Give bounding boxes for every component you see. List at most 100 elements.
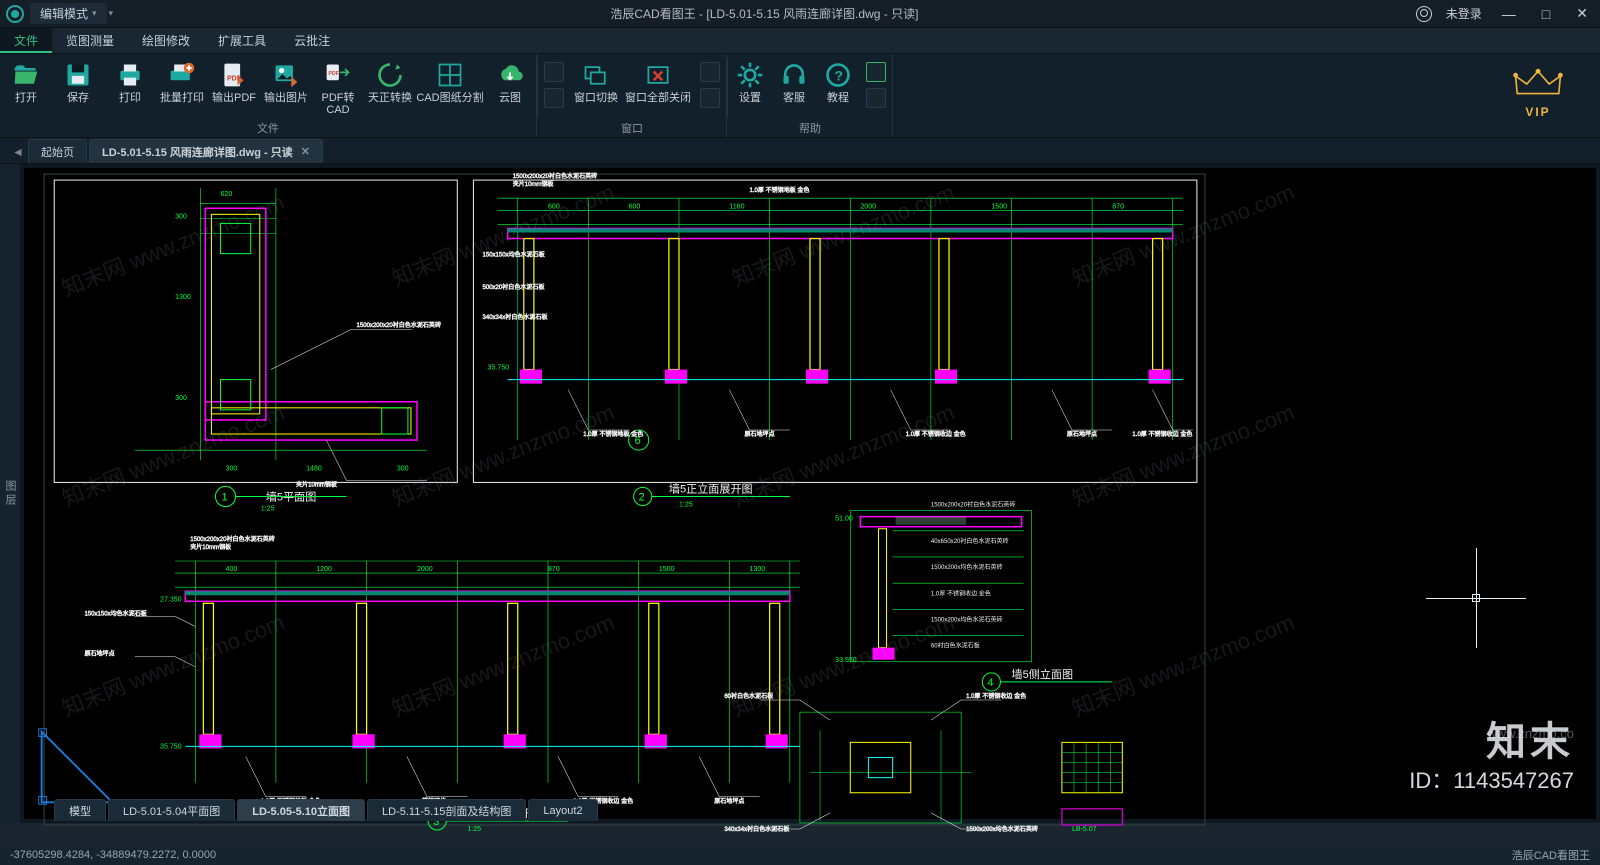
svg-text:1:25: 1:25 — [261, 506, 275, 513]
svg-text:27.350: 27.350 — [160, 596, 182, 603]
login-status[interactable]: 未登录 — [1446, 5, 1482, 22]
layout-tab-2[interactable]: LD-5.05-5.10立面图 — [237, 799, 365, 821]
chevron-down-icon: ▾ — [92, 8, 97, 19]
minimize-button[interactable]: — — [1496, 6, 1522, 22]
titlebar: 编辑模式 ▾ ▾ 浩辰CAD看图王 - [LD-5.01-5.15 风雨连廊详图… — [0, 0, 1600, 28]
svg-text:1.0厚 不锈钢收边 金色: 1.0厚 不锈钢收边 金色 — [906, 430, 966, 438]
print-button[interactable]: 打印 — [104, 56, 156, 119]
layout-tab-1[interactable]: LD-5.01-5.04平面图 — [108, 799, 235, 821]
svg-text:870: 870 — [548, 566, 560, 573]
batch-print-icon — [167, 60, 197, 90]
drawing-canvas[interactable]: 3001300300 3001480300 620 墙5平面图 1 1:25 1… — [24, 168, 1596, 819]
svg-text:1500x200x20衬白色水泥石英砖: 1500x200x20衬白色水泥石英砖 — [190, 535, 274, 543]
split-icon — [435, 60, 465, 90]
save-button[interactable]: 保存 — [52, 56, 104, 119]
svg-text:60衬白色水泥石板: 60衬白色水泥石板 — [931, 642, 980, 650]
app-logo-icon — [6, 5, 24, 23]
tianzheng-convert-button[interactable]: 天正转换 — [364, 56, 416, 119]
qat-chevron-icon[interactable]: ▾ — [109, 8, 114, 19]
settings-button[interactable]: 设置 — [728, 56, 772, 119]
cloud-drawing-button[interactable]: 云图 — [484, 56, 536, 119]
mini-button-4[interactable] — [700, 88, 720, 108]
export-pdf-button[interactable]: PDF 输出PDF — [208, 56, 260, 119]
support-button[interactable]: 客服 — [772, 56, 816, 119]
svg-text:60衬白色水泥石板: 60衬白色水泥石板 — [724, 692, 773, 700]
close-tab-icon[interactable]: ✕ — [301, 145, 310, 158]
mini-button-6[interactable] — [866, 88, 886, 108]
svg-text:400: 400 — [226, 566, 238, 573]
svg-text:4: 4 — [987, 677, 993, 689]
open-button[interactable]: 打开 — [0, 56, 52, 119]
svg-text:1.0厚 不锈钢收边 金色: 1.0厚 不锈钢收边 金色 — [931, 589, 991, 597]
left-sidebar-label: 图层 — [2, 480, 18, 508]
svg-text:40x650x20衬白色水泥石英砖: 40x650x20衬白色水泥石英砖 — [931, 537, 1009, 545]
vip-label: VIP — [1525, 105, 1550, 119]
left-sidebar[interactable]: 图层 — [0, 164, 20, 823]
svg-text:墙5正立面展开图: 墙5正立面展开图 — [669, 481, 753, 495]
svg-text:原石地坪点: 原石地坪点 — [1067, 430, 1097, 438]
brand-sub: www.znzmo.co — [1487, 726, 1574, 741]
close-all-icon — [643, 60, 673, 90]
svg-text:600: 600 — [629, 203, 641, 210]
cloud-icon — [495, 60, 525, 90]
ribbon-group-window: 窗口切换 窗口全部关闭 窗口 — [538, 54, 727, 137]
window-switch-icon — [581, 60, 611, 90]
gear-icon — [735, 60, 765, 90]
mini-button-2[interactable] — [544, 88, 564, 108]
start-page-tab[interactable]: 起始页 — [28, 139, 87, 163]
vip-badge[interactable]: VIP — [1512, 68, 1564, 119]
layout-tabs: 模型 LD-5.01-5.04平面图 LD-5.05-5.10立面图 LD-5.… — [54, 799, 600, 821]
window-switch-button[interactable]: 窗口切换 — [570, 56, 622, 119]
layout-tab-4[interactable]: Layout2 — [528, 799, 597, 821]
svg-text:1.0厚 不锈钢收边 金色: 1.0厚 不锈钢收边 金色 — [966, 692, 1026, 700]
menu-view-measure[interactable]: 览图测量 — [52, 28, 128, 53]
mini-button-3[interactable] — [700, 62, 720, 82]
group-label-help: 帮助 — [728, 119, 892, 137]
svg-text:35.750: 35.750 — [160, 743, 182, 750]
menu-extensions[interactable]: 扩展工具 — [204, 28, 280, 53]
svg-text:300: 300 — [397, 465, 409, 472]
group-label-window: 窗口 — [538, 119, 726, 137]
mini-button-1[interactable] — [544, 62, 564, 82]
close-button[interactable]: ✕ — [1570, 5, 1594, 22]
mode-dropdown[interactable]: 编辑模式 ▾ — [30, 3, 107, 24]
mini-button-5[interactable] — [866, 62, 886, 82]
svg-text:300: 300 — [226, 465, 238, 472]
file-tab[interactable]: LD-5.01-5.15 风雨连廊详图.dwg - 只读✕ — [89, 139, 323, 163]
svg-text:1300: 1300 — [750, 566, 766, 573]
tutorial-button[interactable]: ? 教程 — [816, 56, 860, 119]
window-title: 浩辰CAD看图王 - [LD-5.01-5.15 风雨连廊详图.dwg - 只读… — [113, 5, 1416, 22]
split-drawing-button[interactable]: CAD图纸分割 — [416, 56, 484, 119]
close-all-button[interactable]: 窗口全部关闭 — [622, 56, 694, 119]
image-export-icon — [271, 60, 301, 90]
status-right: 浩辰CAD看图王 — [1512, 847, 1590, 863]
layout-tab-model[interactable]: 模型 — [54, 799, 106, 821]
svg-text:1500: 1500 — [991, 203, 1007, 210]
export-image-button[interactable]: 输出图片 — [260, 56, 312, 119]
user-icon[interactable] — [1416, 6, 1432, 22]
pdf-export-icon: PDF — [219, 60, 249, 90]
save-icon — [63, 60, 93, 90]
svg-text:150x150x均色水泥石板: 150x150x均色水泥石板 — [482, 251, 544, 259]
svg-text:1:25: 1:25 — [679, 502, 693, 509]
svg-text:LB-5.07: LB-5.07 — [1072, 826, 1097, 833]
pdf-to-cad-button[interactable]: PDF PDF转CAD — [312, 56, 364, 119]
svg-text:340x34x衬白色水泥石板: 340x34x衬白色水泥石板 — [482, 313, 547, 321]
menubar: 文件 览图测量 绘图修改 扩展工具 云批注 — [0, 28, 1600, 54]
menu-cloud-annotate[interactable]: 云批注 — [280, 28, 344, 53]
menu-file[interactable]: 文件 — [0, 28, 52, 53]
maximize-button[interactable]: □ — [1536, 6, 1556, 22]
svg-text:1500x200x均色水泥石英砖: 1500x200x均色水泥石英砖 — [931, 615, 1003, 623]
svg-text:夹片10mm钢板: 夹片10mm钢板 — [296, 480, 337, 488]
window-minicol-2 — [694, 56, 726, 119]
menu-draw-modify[interactable]: 绘图修改 — [128, 28, 204, 53]
svg-text:1300: 1300 — [175, 294, 191, 301]
svg-text:1.0厚 不锈钢收边 金色: 1.0厚 不锈钢收边 金色 — [1132, 430, 1192, 438]
menu-draw-label: 绘图修改 — [142, 32, 190, 49]
batch-print-button[interactable]: 批量打印 — [156, 56, 208, 119]
svg-text:1500x200x20衬白色水泥石英砖: 1500x200x20衬白色水泥石英砖 — [513, 172, 597, 180]
svg-text:300: 300 — [175, 213, 187, 220]
layout-tab-3[interactable]: LD-5.11-5.15剖面及结构图 — [367, 799, 526, 821]
svg-text:原石地坪点: 原石地坪点 — [714, 797, 744, 805]
tab-scroll-left[interactable]: ◄ — [8, 145, 28, 163]
